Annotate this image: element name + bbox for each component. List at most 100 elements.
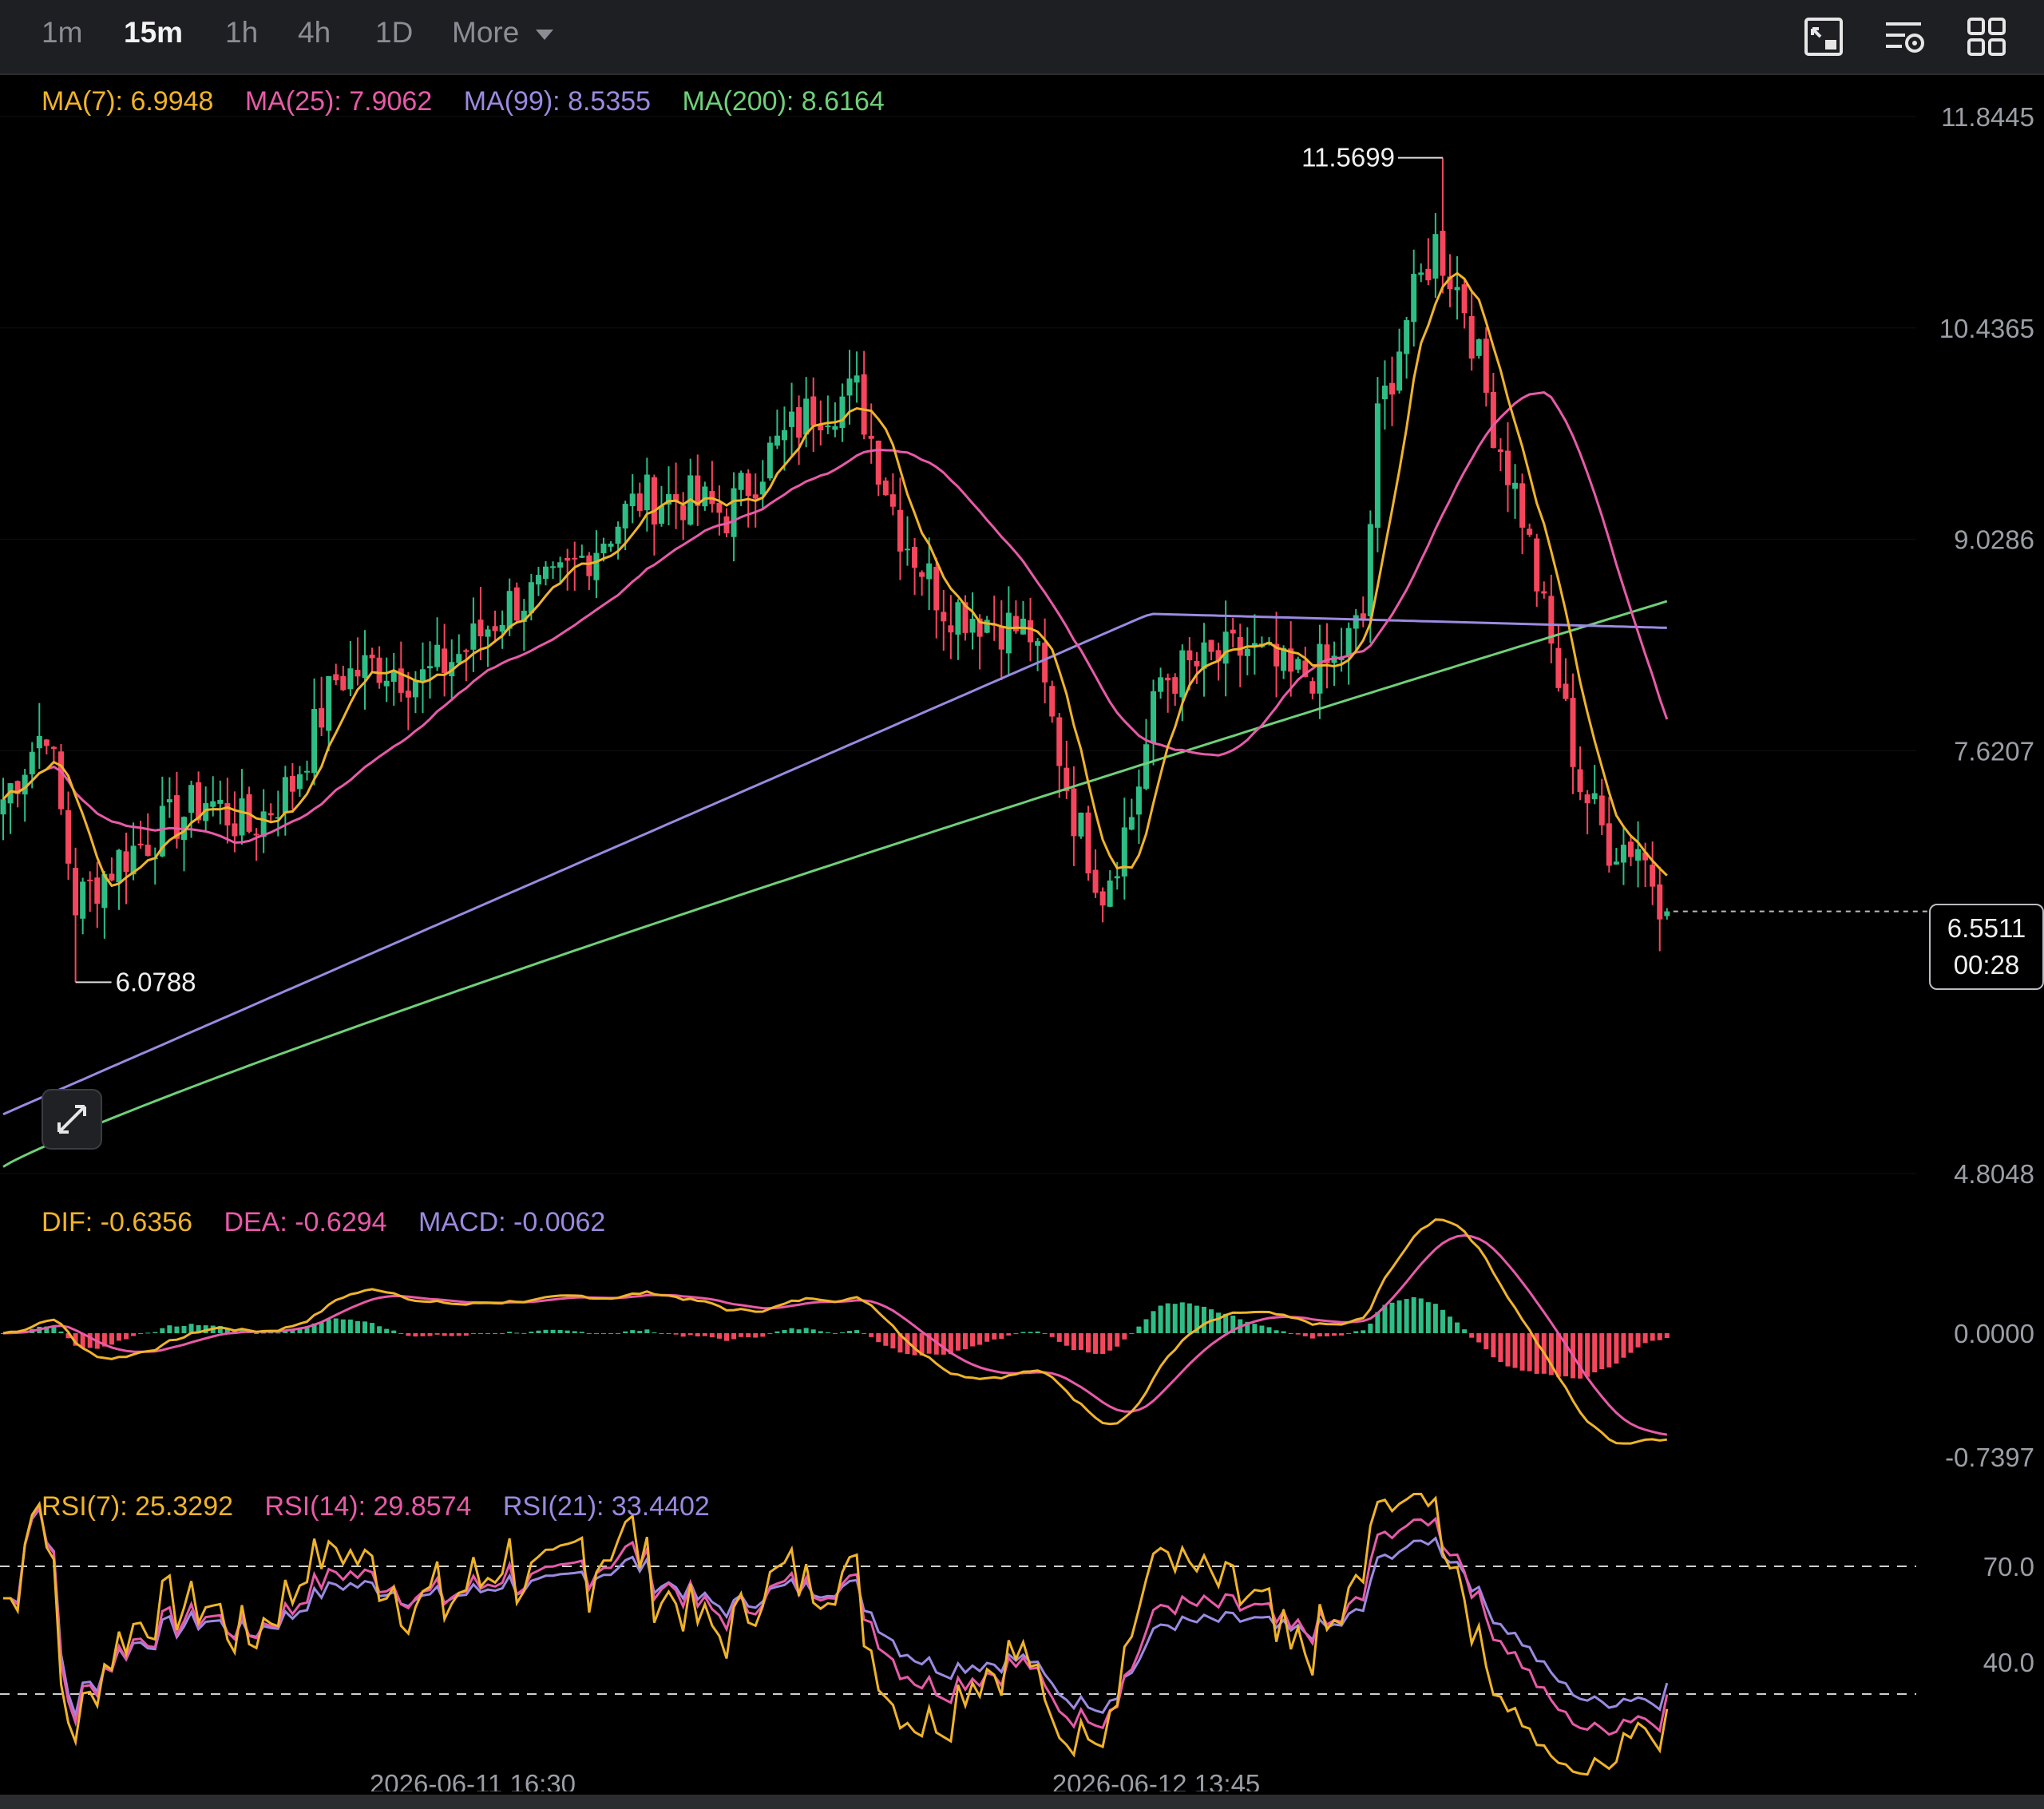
timeframe-1m[interactable]: 1m xyxy=(42,16,83,49)
macd-histogram-bar xyxy=(847,1331,853,1333)
macd-histogram-bar xyxy=(1136,1326,1142,1333)
macd-histogram-bar xyxy=(825,1332,830,1333)
macd-axis-tick: 0.0000 xyxy=(1954,1319,2034,1348)
macd-histogram-bar xyxy=(1455,1322,1460,1333)
macd-histogram-bar xyxy=(268,1332,274,1334)
candle-body xyxy=(666,493,672,505)
chart-switch-icon[interactable] xyxy=(1801,14,1846,59)
candle-body xyxy=(745,473,751,497)
candle-body xyxy=(456,654,462,663)
macd-histogram-bar xyxy=(477,1333,483,1334)
macd-histogram-bar xyxy=(449,1333,454,1336)
candle-body xyxy=(7,783,14,804)
macd-histogram-bar xyxy=(1599,1333,1605,1370)
macd-histogram-bar xyxy=(1049,1333,1055,1337)
macd-histogram-bar xyxy=(630,1330,636,1333)
candle-body xyxy=(1381,386,1388,400)
candle-body xyxy=(1418,272,1424,275)
timeframe-15m[interactable]: 15m xyxy=(124,16,184,49)
candle-body xyxy=(0,799,6,815)
candle-body xyxy=(123,851,129,873)
layout-grid-icon[interactable] xyxy=(1964,14,2009,59)
dea-line xyxy=(2,1233,1668,1436)
macd-histogram-bar xyxy=(1505,1333,1511,1367)
timeframe-1d[interactable]: 1D xyxy=(375,16,414,49)
macd-histogram-bar xyxy=(160,1328,165,1333)
timeframe-1h[interactable]: 1h xyxy=(225,16,259,49)
indicator-settings-icon[interactable] xyxy=(1883,14,1927,59)
timeframe-4h[interactable]: 4h xyxy=(298,16,331,49)
candle-body xyxy=(282,777,288,813)
macd-histogram-bar xyxy=(1100,1333,1106,1354)
candle-body xyxy=(1432,234,1439,279)
macd-histogram-bar xyxy=(962,1333,968,1350)
macd-histogram-bar xyxy=(507,1332,513,1333)
macd-histogram-bar xyxy=(977,1333,983,1345)
candle-body xyxy=(1504,450,1511,485)
macd-histogram-bar xyxy=(167,1325,172,1333)
candle-body xyxy=(1099,891,1106,906)
candle-body xyxy=(1642,852,1649,861)
candle-body xyxy=(217,799,224,804)
candle-body xyxy=(1577,769,1583,793)
candle-body xyxy=(1107,880,1113,907)
candle-body xyxy=(311,709,318,774)
candle-body xyxy=(1534,538,1540,592)
macd-histogram-bar xyxy=(1122,1333,1127,1340)
candle-body xyxy=(499,624,505,632)
macd-histogram-bar xyxy=(217,1326,223,1333)
candle-body xyxy=(636,493,643,511)
candle-body xyxy=(1295,659,1301,670)
macd-histogram-bar xyxy=(413,1333,418,1337)
candle-body xyxy=(564,557,571,561)
candle-body xyxy=(1650,865,1656,887)
candle-body xyxy=(1374,403,1380,528)
fullscreen-button[interactable] xyxy=(42,1089,102,1150)
macd-histogram-bar xyxy=(131,1333,137,1336)
macd-histogram-bar xyxy=(1339,1333,1345,1336)
candle-body xyxy=(506,591,513,629)
macd-histogram-bar xyxy=(153,1332,158,1333)
candle-body xyxy=(87,879,93,881)
macd-histogram-bar xyxy=(73,1333,78,1346)
macd-histogram-bar xyxy=(406,1333,411,1336)
macd-axis-tick: -0.7397 xyxy=(1945,1443,2034,1472)
more-timeframes-button[interactable]: More xyxy=(452,16,553,49)
chart-canvas[interactable]: 11.5699 6.0788 11.8445 10.4365 9.0286 7.6207… xyxy=(0,75,2044,1791)
macd-histogram-bar xyxy=(1223,1313,1229,1333)
candle-body xyxy=(861,374,867,435)
macd-histogram-bar xyxy=(224,1328,230,1333)
candle-body xyxy=(854,375,860,383)
candle-body xyxy=(543,566,549,580)
macd-histogram-bar xyxy=(543,1329,549,1333)
rsi21-line xyxy=(3,1506,1669,1720)
candle-body xyxy=(210,801,216,807)
macd-histogram-bar xyxy=(1107,1333,1113,1351)
candle-body xyxy=(941,612,947,622)
macd-value-legend: MACD: -0.0062 xyxy=(418,1207,606,1237)
macd-histogram-bar xyxy=(1266,1327,1272,1333)
macd-histogram-bar xyxy=(564,1330,570,1333)
candle-body xyxy=(296,774,303,790)
macd-histogram-bar xyxy=(398,1333,404,1334)
macd-histogram-bar xyxy=(1491,1333,1496,1358)
macd-histogram-bar xyxy=(196,1324,201,1333)
candle-body xyxy=(57,751,64,809)
ma99-legend: MA(99): 8.5355 xyxy=(463,86,652,117)
bottom-scrollbar[interactable] xyxy=(0,1795,2044,1809)
macd-histogram-bar xyxy=(782,1329,787,1333)
candle-body xyxy=(1338,658,1345,660)
candle-body xyxy=(1324,644,1330,663)
candle-body xyxy=(267,813,274,816)
candle-body xyxy=(137,843,144,845)
macd-histogram-bar xyxy=(65,1333,71,1339)
macd-histogram-bar xyxy=(926,1333,932,1354)
macd-histogram-bar xyxy=(500,1333,505,1334)
macd-histogram-bar xyxy=(138,1333,144,1334)
candle-body xyxy=(622,504,628,528)
macd-histogram-bar xyxy=(659,1333,664,1334)
macd-histogram-bar xyxy=(1216,1312,1222,1333)
candle-body xyxy=(1476,339,1482,356)
ma25-line xyxy=(2,391,1669,845)
candle-body xyxy=(412,680,418,698)
